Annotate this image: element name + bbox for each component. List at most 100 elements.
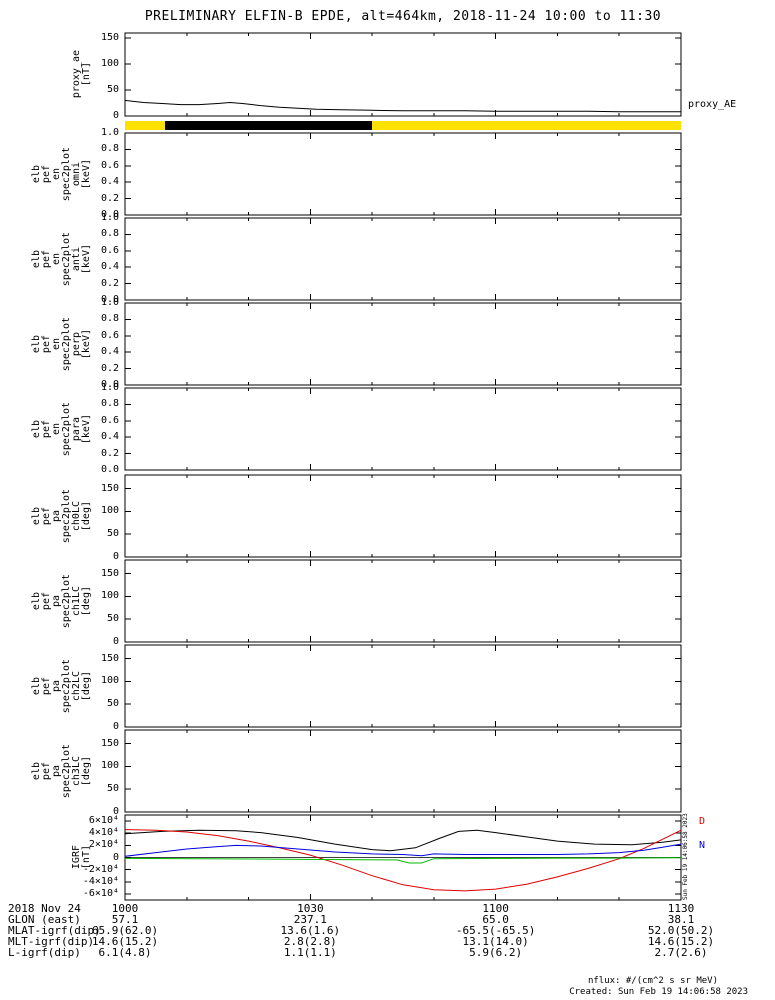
- bottom-row-value: 237.1: [293, 913, 327, 926]
- y-tick-label: 0.2: [100, 362, 119, 374]
- x-tick-label: 1100: [482, 902, 509, 915]
- y-axis-label-word: [nT]: [81, 845, 92, 870]
- y-tick-label: 0.0: [100, 464, 119, 475]
- y-tick-label: 0: [112, 721, 119, 732]
- y-axis-label-igrf: IGRF [nT]: [28, 815, 92, 900]
- y-tick-label: 50: [106, 613, 119, 625]
- y-tick-label: 0.4: [100, 431, 119, 443]
- panel-border-perp: [124, 302, 682, 386]
- y-axis-label-word: [deg]: [81, 500, 92, 532]
- y-tick-label: 0.0: [100, 379, 119, 390]
- bottom-row-label: MLAT-igrf(dip): [8, 924, 101, 937]
- y-tick-label: 50: [106, 528, 119, 540]
- bottom-row-value: 2.7(2.6): [654, 946, 708, 959]
- y-tick-label: 1.0: [100, 212, 119, 223]
- y-tick-label: 4×10⁴: [88, 827, 119, 839]
- y-tick-label: 0.0: [100, 209, 119, 220]
- x-tick-label: 1000: [111, 902, 139, 915]
- y-tick-label: 1.0: [100, 297, 119, 308]
- plot-title: PRELIMINARY ELFIN-B EPDE, alt=464km, 201…: [144, 9, 662, 24]
- bottom-row-value: 14.6(15.2): [647, 935, 715, 948]
- y-tick-label: 150: [100, 737, 119, 749]
- y-tick-label: -4×10⁴: [82, 875, 119, 887]
- y-tick-label: 0: [112, 551, 119, 562]
- coverage-bar-segment: [125, 121, 681, 130]
- y-axis-label-word: [keV]: [81, 158, 92, 190]
- y-axis-label-perp: elb pef en spec2plot perp [keV]: [28, 303, 92, 385]
- bottom-row-value: 38.1: [667, 913, 695, 926]
- y-tick-label: 0.6: [100, 244, 119, 256]
- y-axis-label-word: [nT]: [81, 62, 92, 87]
- y-tick-label: 6×10⁴: [88, 815, 119, 827]
- y-tick-label: 0.8: [100, 398, 119, 410]
- y-tick-label: 2×10⁴: [88, 839, 119, 851]
- bottom-row-value: 5.9(6.2): [469, 946, 523, 959]
- y-tick-label: 150: [100, 567, 119, 579]
- igrf-series-label-d: D: [699, 816, 706, 827]
- y-tick-label: 0.2: [100, 192, 119, 204]
- bottom-row-label: MLT-igrf(dip): [8, 935, 95, 948]
- series-D: [124, 829, 682, 892]
- y-axis-label-ch2LC: elb pef pa spec2plot ch2LC [deg]: [28, 645, 92, 727]
- y-tick-label: 100: [100, 760, 119, 772]
- y-tick-label: 100: [100, 590, 119, 602]
- series-proxy_AE: [124, 99, 681, 113]
- y-axis-label-para: elb pef en spec2plot para [keV]: [28, 388, 92, 470]
- y-axis-label-word: [keV]: [81, 243, 92, 275]
- y-axis-label-word: [deg]: [81, 755, 92, 787]
- y-tick-label: 0: [112, 806, 119, 817]
- series-N: [124, 843, 682, 857]
- y-tick-label: 0.6: [100, 329, 119, 341]
- panel-border-ch2LC: [124, 644, 682, 728]
- bottom-row-value: 52.0(50.2): [647, 924, 715, 937]
- y-axis-label-anti: elb pef en spec2plot anti [keV]: [28, 218, 92, 300]
- y-tick-label: 150: [100, 482, 119, 494]
- panel-border-ch3LC: [124, 729, 682, 813]
- y-tick-label: 0.8: [100, 228, 119, 240]
- y-tick-label: -2×10⁴: [82, 863, 119, 875]
- proxy-ae-series-label: proxy_AE: [688, 99, 737, 110]
- y-tick-label: 100: [100, 58, 119, 70]
- y-tick-label: 50: [106, 84, 119, 96]
- y-tick-label: 0.6: [100, 414, 119, 426]
- bottom-row-value: 65.0: [482, 913, 509, 926]
- panel-border-anti: [124, 217, 682, 301]
- y-tick-label: 100: [100, 675, 119, 687]
- panel-border-omni: [124, 132, 682, 216]
- y-axis-label-word: [deg]: [81, 670, 92, 702]
- bottom-row-value: 6.1(4.8): [98, 946, 152, 959]
- bottom-row-label: L-igrf(dip): [8, 946, 81, 959]
- y-axis-label-proxy_ae: proxy_ae [nT]: [28, 33, 92, 116]
- y-axis-label-omni: elb pef en spec2plot omni [keV]: [28, 133, 92, 215]
- y-tick-label: 0.2: [100, 277, 119, 289]
- y-tick-label: 0.8: [100, 143, 119, 155]
- x-tick-label: 1030: [297, 902, 324, 915]
- y-tick-label: 0: [112, 110, 119, 121]
- panel-border-proxy_ae: [124, 32, 682, 117]
- panel-border-ch1LC: [124, 559, 682, 643]
- y-axis-label-word: [keV]: [81, 413, 92, 445]
- panel-border-para: [124, 387, 682, 471]
- bottom-row-value: 1.1(1.1): [283, 946, 337, 959]
- y-tick-label: 1.0: [100, 382, 119, 393]
- y-tick-label: 0.2: [100, 447, 119, 459]
- bottom-row-value: 13.1(14.0): [462, 935, 529, 948]
- y-tick-label: 150: [100, 652, 119, 664]
- y-tick-label: 50: [106, 783, 119, 795]
- bottom-row-label: 2018 Nov 24: [8, 902, 81, 915]
- y-axis-label-ch0LC: elb pef pa spec2plot ch0LC [deg]: [28, 475, 92, 557]
- y-tick-label: 0: [112, 636, 119, 647]
- bottom-row-value: 65.9(62.0): [91, 924, 159, 937]
- y-tick-label: 50: [106, 698, 119, 710]
- y-tick-label: 0: [112, 851, 119, 863]
- y-axis-label-word: [keV]: [81, 328, 92, 360]
- series-component-black: [124, 829, 682, 852]
- y-axis-label-ch1LC: elb pef pa spec2plot ch1LC [deg]: [28, 560, 92, 642]
- y-tick-label: 1.0: [100, 127, 119, 138]
- coverage-bar-segment: [165, 121, 373, 130]
- y-tick-label: -6×10⁴: [82, 887, 119, 899]
- bottom-row-value: 13.6(1.6): [280, 924, 341, 937]
- bottom-row-value: -65.5(-65.5): [455, 924, 536, 937]
